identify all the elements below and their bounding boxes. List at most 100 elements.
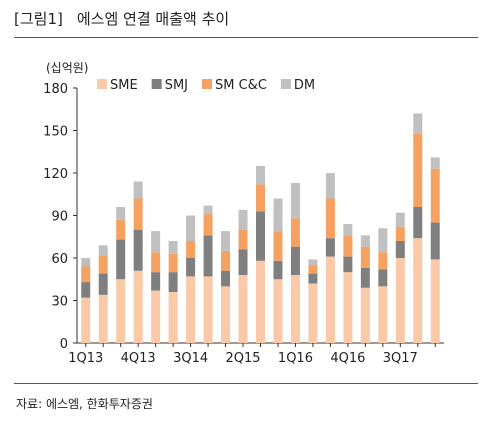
bar-segment <box>81 266 91 283</box>
bar-segment <box>98 245 108 256</box>
bar-segment <box>325 238 335 257</box>
bar-segment <box>221 250 231 271</box>
bar-segment <box>378 286 388 343</box>
bar-segment <box>308 273 318 284</box>
bar-segment <box>238 209 248 230</box>
bar-segment <box>343 272 353 343</box>
bar-segment <box>238 229 248 250</box>
x-tick-label: 4Q16 <box>330 351 365 366</box>
bar-segment <box>360 267 370 288</box>
bar-segment <box>395 241 405 258</box>
figure-title-row: [그림1] 에스엠 연결 매출액 추이 <box>14 4 478 32</box>
bar-segment <box>343 256 353 273</box>
legend-swatch <box>97 79 107 89</box>
bar-segment <box>133 270 143 343</box>
y-tick-label: 30 <box>51 295 68 310</box>
bar-segment <box>98 273 108 295</box>
y-tick-label: 60 <box>51 252 68 267</box>
bar-segment <box>290 218 300 247</box>
bar-segment <box>290 246 300 275</box>
bar-segment <box>133 181 143 199</box>
x-tick-label: 1Q13 <box>68 351 103 366</box>
bar-segment <box>325 198 335 239</box>
bar-segment <box>290 182 300 219</box>
bar-segment <box>325 173 335 199</box>
y-tick-label: 180 <box>43 82 68 97</box>
chart-axes: 0 30 60 90 120 150 180 1Q13 4Q13 3Q14 2Q15 1Q16 4Q16… <box>43 82 444 366</box>
bar-segment <box>256 260 265 343</box>
legend-swatch <box>202 79 212 89</box>
bar-segment <box>81 297 91 343</box>
legend-label: SME <box>110 78 138 93</box>
bar-segment <box>413 133 423 207</box>
x-tick-label: 3Q17 <box>383 351 418 366</box>
x-tick-label: 3Q14 <box>173 351 208 366</box>
bar-segment <box>395 226 405 241</box>
bar-segment <box>221 286 231 343</box>
bar-segment <box>186 276 196 343</box>
legend-swatch <box>280 79 291 89</box>
chart-legend: SME SMJ SM C&C DM <box>97 78 315 93</box>
bar-segment <box>308 283 318 343</box>
bar-segment <box>151 272 161 291</box>
bar-segment <box>81 282 91 298</box>
bar-segment <box>116 207 126 220</box>
bar-segment <box>81 258 91 267</box>
bar-segment <box>413 113 423 134</box>
bar-segment <box>430 222 440 260</box>
bar-segment <box>430 259 440 343</box>
bar-segment <box>343 235 353 257</box>
bar-segment <box>430 157 440 169</box>
bar-segment <box>413 238 423 343</box>
bar-segment <box>256 165 265 185</box>
bar-segment <box>151 252 161 273</box>
bar-segment <box>116 219 126 240</box>
bar-segment <box>186 258 196 277</box>
bar-segment <box>186 241 196 258</box>
bar-segment <box>273 198 283 232</box>
bar-segment <box>395 212 405 227</box>
bar-segment <box>343 224 353 236</box>
bar-segment <box>238 275 248 343</box>
y-tick-label: 90 <box>51 210 68 225</box>
bar-segment <box>360 235 370 247</box>
legend-label: DM <box>294 78 315 93</box>
bar-segment <box>378 252 388 270</box>
bar-segment <box>290 275 300 343</box>
bar-segment <box>151 231 161 253</box>
source-note: 자료: 에스엠, 한화투자증권 <box>16 397 153 411</box>
bar-segment <box>168 241 178 254</box>
bar-segment <box>168 272 178 292</box>
bar-segment <box>325 256 335 343</box>
bar-segment <box>133 229 143 271</box>
bar-segment <box>221 270 231 287</box>
legend-label: SMJ <box>165 78 188 93</box>
bar-segment <box>168 253 178 273</box>
bar-segment <box>308 259 318 266</box>
bar-segment <box>238 249 248 275</box>
source-divider <box>14 383 478 384</box>
x-tick-label: 4Q13 <box>121 351 156 366</box>
bar-segment <box>98 294 108 343</box>
bar-segment <box>430 168 440 223</box>
bar-segment <box>256 184 265 212</box>
bar-segment <box>395 258 405 343</box>
bar-segment <box>203 235 213 277</box>
bar-segment <box>151 290 161 343</box>
bar-segment <box>360 287 370 343</box>
figure-label: [그림1] <box>14 9 63 28</box>
bar-segment <box>378 228 388 253</box>
bar-segment <box>273 279 283 343</box>
bar-segment <box>273 231 283 261</box>
y-tick-label: 0 <box>60 337 68 352</box>
title-divider <box>14 37 478 38</box>
bar-segment <box>273 260 283 280</box>
bar-segment <box>203 276 213 343</box>
bar-segment <box>256 211 265 261</box>
legend-label: SM C&C <box>215 78 267 93</box>
bar-segment <box>378 269 388 287</box>
bar-segment <box>168 292 178 343</box>
chart-bars <box>81 113 440 343</box>
